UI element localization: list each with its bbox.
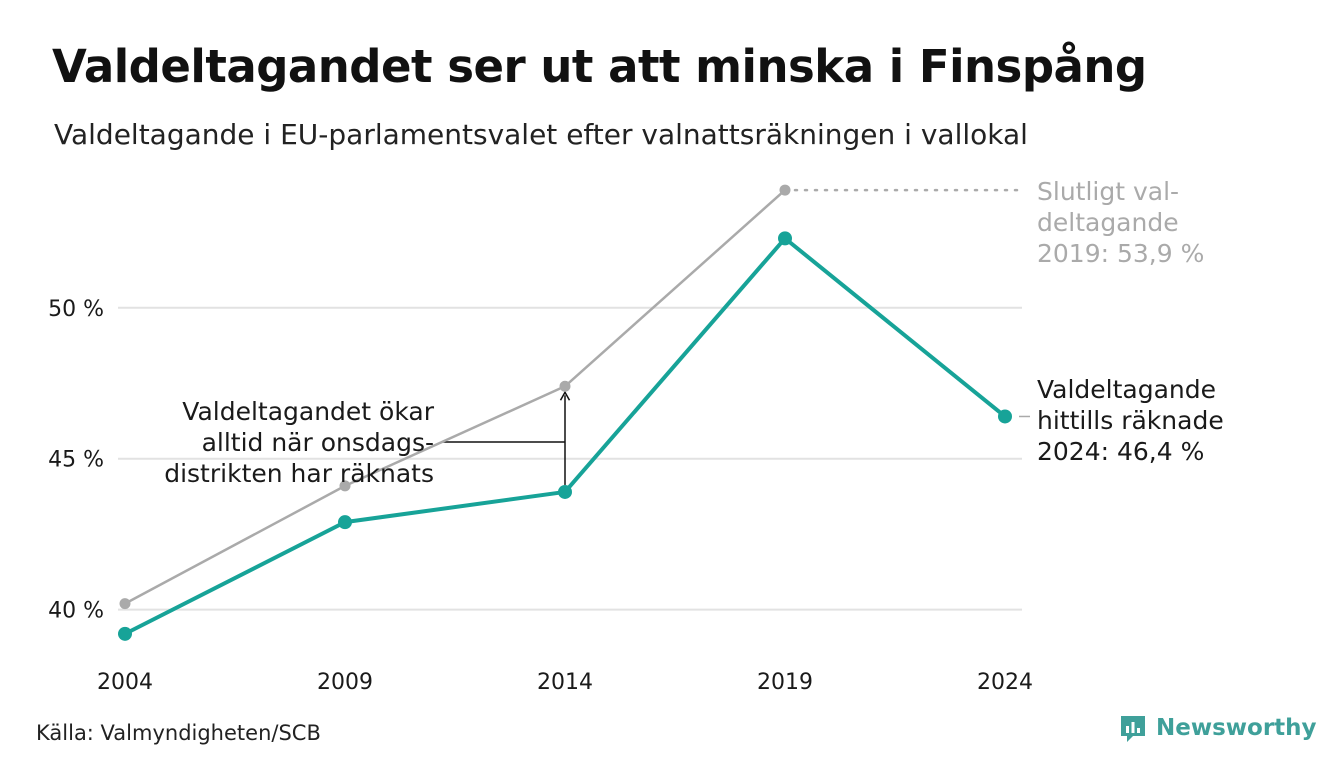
district-note-label: alltid när onsdags- bbox=[202, 428, 434, 457]
district-note-label: Valdeltagandet ökar bbox=[182, 397, 434, 426]
final-turnout-line bbox=[123, 188, 787, 605]
final-2019-label: deltagande bbox=[1037, 208, 1179, 237]
counted-2024-label: Valdeltagande bbox=[1037, 375, 1216, 404]
final-2019-label: 2019: 53,9 % bbox=[1037, 239, 1204, 268]
x-tick-label: 2009 bbox=[317, 670, 373, 695]
counted-turnout-point bbox=[558, 484, 572, 499]
chart-title: Valdeltagandet ser ut att minska i Finsp… bbox=[52, 40, 1147, 93]
x-tick-label: 2024 bbox=[977, 670, 1033, 695]
counted-2024-label: hittills räknade bbox=[1037, 406, 1224, 435]
x-axis-ticks: 2004 2009 2014 2019 2024 bbox=[97, 670, 1033, 695]
source-note: Källa: Valmyndigheten/SCB bbox=[36, 721, 321, 745]
final-turnout-point bbox=[119, 598, 131, 610]
x-tick-label: 2019 bbox=[757, 670, 813, 695]
counted-turnout-point bbox=[778, 231, 792, 246]
final-2019-label: Slutligt val- bbox=[1037, 177, 1179, 206]
final-turnout-point bbox=[339, 480, 351, 492]
counted-2024-label: 2024: 46,4 % bbox=[1037, 437, 1204, 466]
x-tick-label: 2014 bbox=[537, 670, 593, 695]
x-tick-label: 2004 bbox=[97, 670, 153, 695]
gap-arrow-head bbox=[559, 390, 571, 401]
y-tick-label: 45 % bbox=[48, 448, 104, 473]
y-tick-label: 50 % bbox=[48, 297, 104, 322]
newsworthy-logo-icon bbox=[1121, 716, 1145, 742]
annotation-lines bbox=[442, 188, 1030, 485]
newsworthy-logo: Newsworthy bbox=[1118, 713, 1317, 743]
y-tick-label: 40 % bbox=[48, 599, 104, 624]
final-turnout-point bbox=[779, 184, 791, 196]
final-turnout-point bbox=[559, 380, 571, 392]
series-lines bbox=[118, 184, 1012, 641]
counted-turnout-point bbox=[338, 515, 352, 530]
brand-name: Newsworthy bbox=[1156, 715, 1317, 741]
district-note-label: distrikten har räknats bbox=[164, 459, 434, 488]
y-axis-ticks: 40 % 45 % 50 % bbox=[48, 297, 104, 624]
counted-turnout-point bbox=[998, 409, 1012, 424]
counted-turnout-point bbox=[118, 626, 132, 641]
line-chart: 40 % 45 % 50 % 2004 2009 2014 2019 2024 Slutli… bbox=[48, 177, 1224, 695]
chart-subtitle: Valdeltagande i EU-parlamentsvalet efter… bbox=[54, 118, 1028, 151]
